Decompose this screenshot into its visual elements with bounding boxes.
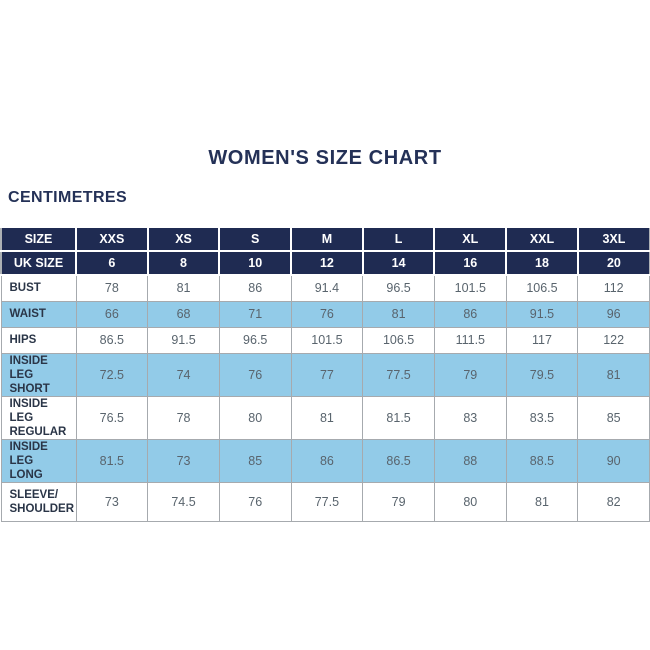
cell-value: 85 [577, 395, 650, 440]
cell-value: 91.4 [290, 274, 364, 302]
table-body: BUST 78 81 86 91.4 96.5 101.5 106.5 112 WAIST 66 68… [0, 274, 650, 522]
cell-value: 76.5 [75, 395, 149, 440]
table-row: INSIDE LEG REGULAR 76.5 78 80 81 81.5 83 83.5 85 [0, 395, 650, 440]
header-cell: M [290, 226, 364, 252]
cell-value: 111.5 [433, 326, 507, 354]
cell-value: 79 [433, 352, 507, 397]
page-title: WOMEN'S SIZE CHART [208, 147, 442, 169]
cell-value: 117 [505, 326, 579, 354]
row-label: WAIST [0, 300, 77, 328]
cell-value: 83.5 [505, 395, 579, 440]
cell-value: 79.5 [505, 352, 579, 397]
cell-value: 72.5 [75, 352, 149, 397]
cell-value: 86.5 [362, 438, 435, 483]
table-row: WAIST 66 68 71 76 81 86 91.5 96 [0, 300, 650, 328]
row-label: SLEEVE/ SHOULDER [0, 481, 77, 522]
cell-value: 91.5 [147, 326, 220, 354]
row-label: INSIDE LEG LONG [0, 438, 77, 483]
cell-value: 81 [505, 481, 579, 522]
table-header: SIZE XXS XS S M L XL XXL 3XL UK SIZE 6 8 10 12 14 16 18 2… [0, 226, 650, 276]
cell-value: 66 [75, 300, 149, 328]
cell-value: 106.5 [505, 274, 579, 302]
cell-value: 81 [362, 300, 435, 328]
header-cell: 16 [433, 250, 508, 276]
row-label: INSIDE LEG REGULAR [0, 395, 77, 440]
cell-value: 88.5 [505, 438, 579, 483]
cell-value: 74.5 [147, 481, 220, 522]
header-cell: XS [146, 226, 221, 252]
cell-value: 80 [218, 395, 292, 440]
cell-value: 86 [433, 300, 507, 328]
header-cell: XXS [75, 226, 149, 252]
row-label: BUST [0, 274, 77, 302]
cell-value: 76 [218, 481, 292, 522]
cell-value: 96 [577, 300, 650, 328]
cell-value: 71 [218, 300, 292, 328]
header-cell: XL [433, 226, 508, 252]
cell-value: 91.5 [505, 300, 579, 328]
header-row-label: SIZE [0, 226, 77, 252]
cell-value: 73 [147, 438, 220, 483]
cell-value: 80 [433, 481, 507, 522]
cell-value: 83 [433, 395, 507, 440]
header-cell: 3XL [576, 226, 650, 252]
unit-heading: CENTIMETRES [8, 189, 128, 206]
header-cell: 14 [361, 250, 436, 276]
header-cell: XXL [505, 226, 579, 252]
header-row-label: UK SIZE [0, 250, 77, 276]
header-cell: 6 [75, 250, 149, 276]
header-cell: 20 [576, 250, 650, 276]
cell-value: 68 [147, 300, 220, 328]
header-cell: L [361, 226, 436, 252]
cell-value: 77.5 [290, 481, 364, 522]
table-row: INSIDE LEG LONG 81.5 73 85 86 86.5 88 88.5 90 [0, 438, 650, 483]
header-cell: 12 [290, 250, 364, 276]
cell-value: 74 [147, 352, 220, 397]
row-label: INSIDE LEG SHORT [0, 352, 77, 397]
cell-value: 86 [218, 274, 292, 302]
cell-value: 81 [290, 395, 364, 440]
header-cell: 10 [218, 250, 293, 276]
cell-value: 96.5 [362, 274, 435, 302]
cell-value: 81 [147, 274, 220, 302]
cell-value: 90 [577, 438, 650, 483]
cell-value: 73 [75, 481, 149, 522]
header-cell: 8 [146, 250, 221, 276]
header-row: SIZE XXS XS S M L XL XXL 3XL [0, 226, 650, 252]
cell-value: 122 [577, 326, 650, 354]
header-cell: 18 [505, 250, 579, 276]
cell-value: 81 [577, 352, 650, 397]
table-row: HIPS 86.5 91.5 96.5 101.5 106.5 111.5 117 122 [0, 326, 650, 354]
cell-value: 76 [218, 352, 292, 397]
table-row: INSIDE LEG SHORT 72.5 74 76 77 77.5 79 79.5 81 [0, 352, 650, 397]
cell-value: 77.5 [362, 352, 435, 397]
cell-value: 86 [290, 438, 364, 483]
table-row: SLEEVE/ SHOULDER 73 74.5 76 77.5 79 80 81 82 [0, 481, 650, 522]
cell-value: 76 [290, 300, 364, 328]
cell-value: 112 [577, 274, 650, 302]
row-label: HIPS [0, 326, 77, 354]
cell-value: 77 [290, 352, 364, 397]
cell-value: 82 [577, 481, 650, 522]
cell-value: 88 [433, 438, 507, 483]
header-cell: S [218, 226, 293, 252]
header-row: UK SIZE 6 8 10 12 14 16 18 20 [0, 250, 650, 276]
table-row: BUST 78 81 86 91.4 96.5 101.5 106.5 112 [0, 274, 650, 302]
cell-value: 78 [147, 395, 220, 440]
cell-value: 101.5 [290, 326, 364, 354]
cell-value: 81.5 [75, 438, 149, 483]
cell-value: 81.5 [362, 395, 435, 440]
cell-value: 85 [218, 438, 292, 483]
cell-value: 101.5 [433, 274, 507, 302]
cell-value: 78 [75, 274, 149, 302]
cell-value: 96.5 [218, 326, 292, 354]
cell-value: 86.5 [75, 326, 149, 354]
cell-value: 106.5 [362, 326, 435, 354]
size-chart-table: SIZE XXS XS S M L XL XXL 3XL UK SIZE 6 8 10 12 14 16 18 2… [0, 226, 650, 522]
cell-value: 79 [362, 481, 435, 522]
